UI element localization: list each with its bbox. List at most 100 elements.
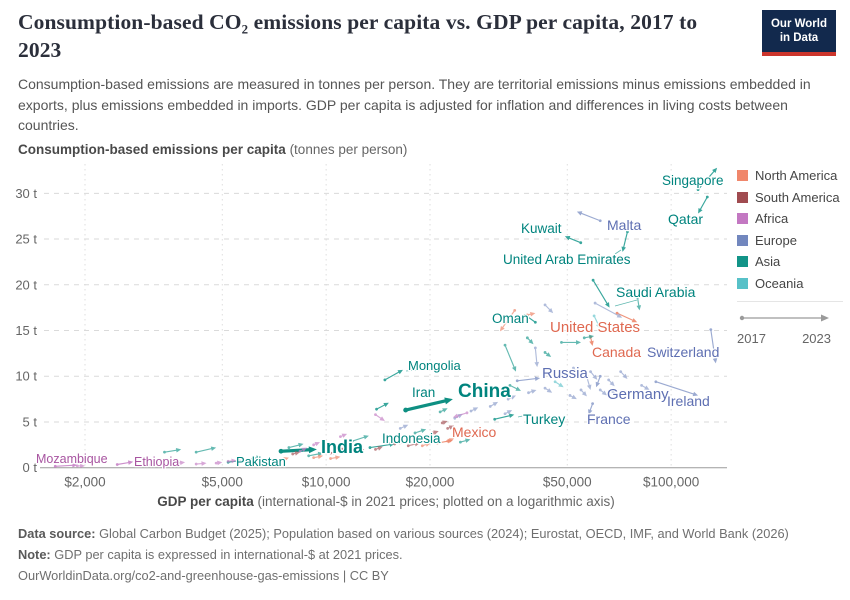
series-start-dot (393, 442, 397, 446)
legend-item-asia[interactable]: Asia (737, 254, 843, 269)
arrow-head (616, 313, 623, 318)
series-arrow (291, 451, 301, 456)
series-start-dot (194, 450, 198, 454)
chart-footer: Data source: Global Carbon Budget (2025)… (18, 524, 834, 587)
series-start-dot (312, 456, 316, 460)
country-label-switzerland[interactable]: Switzerland (646, 343, 721, 362)
series-start-dot (339, 448, 342, 452)
legend-item-oceania[interactable]: Oceania (737, 276, 843, 291)
arrow-head (560, 373, 566, 379)
country-label-malta[interactable]: Malta (606, 216, 643, 235)
country-label-saudi-arabia[interactable]: Saudi Arabia (615, 283, 697, 302)
country-label-mongolia[interactable]: Mongolia (407, 357, 463, 375)
country-label-canada[interactable]: Canada (591, 343, 643, 362)
series-start-dot (503, 412, 507, 416)
arrow-head (283, 457, 289, 462)
footer-source-line: Data source: Global Carbon Budget (2025)… (18, 524, 834, 545)
arrow-head (592, 374, 598, 380)
country-label-india[interactable]: India (320, 436, 365, 459)
legend-item-south-america[interactable]: South America (737, 190, 843, 205)
country-label-singapore[interactable]: Singapore (661, 172, 725, 190)
legend-item-north-america[interactable]: North America (737, 168, 843, 183)
legend-item-europe[interactable]: Europe (737, 233, 843, 248)
series-line (352, 436, 367, 442)
series-start-dot (543, 303, 547, 307)
legend-label: Africa (755, 211, 789, 226)
country-label-ethiopia[interactable]: Ethiopia (133, 454, 181, 471)
series-start-dot (543, 386, 547, 390)
x-tick-label: $100,000 (643, 475, 699, 490)
series-singapore (696, 167, 718, 192)
country-label-united-arab-emirates[interactable]: United Arab Emirates (502, 251, 632, 269)
series-arrow (298, 447, 307, 453)
continent-legend: North America South America Africa Europe As… (737, 168, 843, 346)
series-line (196, 447, 214, 453)
country-label-oman[interactable]: Oman (491, 310, 530, 328)
country-label-indonesia[interactable]: Indonesia (381, 430, 443, 448)
series-start-dot (553, 380, 557, 384)
x-tick-label: $50,000 (543, 475, 592, 490)
arrow-head (210, 446, 217, 451)
series-arrow (543, 386, 553, 393)
arrow-head (576, 211, 583, 216)
series-arrow (355, 448, 365, 453)
series-start-dot (607, 378, 611, 382)
series-ethiopia (115, 460, 134, 466)
country-label-ireland[interactable]: Ireland (666, 392, 711, 411)
series-line (567, 236, 581, 244)
series-line (594, 302, 620, 317)
country-label-mexico[interactable]: Mexico (451, 423, 498, 442)
series-line (501, 310, 516, 330)
legend-item-africa[interactable]: Africa (737, 211, 843, 226)
country-label-iran[interactable]: Iran (411, 384, 437, 402)
series-arrow (431, 430, 439, 435)
series-arrow (413, 428, 427, 435)
series-arrow (607, 378, 615, 387)
series-start-dot (248, 460, 252, 464)
country-label-france[interactable]: France (586, 410, 632, 429)
arrow-head (308, 446, 317, 454)
country-label-kuwait[interactable]: Kuwait (520, 220, 563, 238)
series-india (278, 446, 317, 454)
legend-swatch-north-america (737, 170, 748, 181)
country-label-united-states[interactable]: United States (549, 318, 642, 338)
series-start-dot (525, 313, 529, 317)
series-arrow (553, 380, 564, 388)
arrow-head (596, 323, 601, 329)
series-start-dot (619, 370, 623, 374)
legend-swatch-africa (737, 213, 748, 224)
owid-logo[interactable]: Our World in Data (762, 10, 836, 56)
legend-swatch-asia (737, 256, 748, 267)
series-line (117, 461, 131, 466)
series-ireland (654, 380, 699, 397)
country-label-turkey[interactable]: Turkey (522, 410, 567, 429)
arrow-head (150, 462, 156, 468)
country-label-russia[interactable]: Russia (541, 364, 590, 384)
series-arrow (446, 438, 455, 443)
arrow-head (298, 442, 304, 448)
country-label-germany[interactable]: Germany (606, 385, 671, 405)
series-russia (515, 376, 541, 383)
arrow-head (231, 458, 237, 464)
series-arrow (194, 446, 217, 454)
series-arrow (582, 334, 595, 340)
country-label-qatar[interactable]: Qatar (667, 210, 705, 229)
arrow-head (448, 438, 455, 443)
country-label-pakistan[interactable]: Pakistan (235, 453, 287, 471)
legend-label: Europe (755, 232, 797, 248)
series-start-dot (226, 459, 230, 463)
series-line (534, 347, 538, 365)
y-tick-label: 20 t (15, 277, 37, 292)
series-arrow (568, 394, 577, 400)
country-label-china[interactable]: China (457, 380, 513, 404)
x-tick-label: $20,000 (406, 475, 455, 490)
arrow-head (698, 207, 703, 214)
series-switzerland (709, 328, 718, 364)
country-label-mozambique[interactable]: Mozambique (35, 451, 109, 468)
series-start-dot (543, 351, 547, 354)
series-start-dot (560, 340, 563, 344)
series-line (697, 169, 716, 191)
arrow-head (420, 428, 427, 434)
series-arrow (499, 308, 517, 332)
